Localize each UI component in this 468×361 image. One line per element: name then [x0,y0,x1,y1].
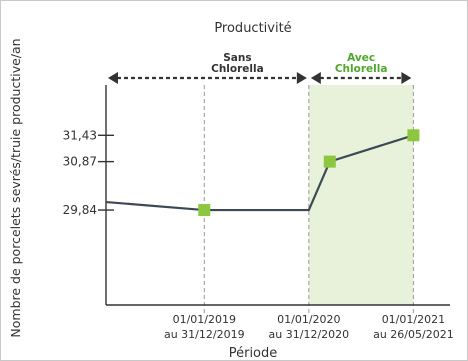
region-arrow-head-left-0 [108,72,118,84]
region-arrow-head-left-1 [311,72,321,84]
region-label-line2-1: Chlorella [335,63,388,75]
chart-title: Productivité [214,21,291,36]
data-point-0 [198,204,210,216]
region-arrow-head-right-0 [297,72,307,84]
data-point-2 [324,156,336,168]
x-axis-title: Période [229,346,278,361]
x-tick-label-line1-0: 01/01/2019 [173,313,236,326]
region-arrow-head-right-1 [401,72,411,84]
data-point-3 [407,129,419,141]
shade-layer [309,85,414,305]
x-tick-label-line1-1: 01/01/2020 [277,313,340,326]
x-tick-label-line2-2: au 26/05/2021 [373,328,454,341]
y-tick-label-0: 29,84 [63,203,97,217]
region-label-line2-0: Chlorella [211,63,264,75]
region-shade-1 [309,85,414,305]
x-tick-label-line1-2: 01/01/2021 [382,313,445,326]
x-tick-label-line2-1: au 31/12/2020 [269,328,350,341]
x-tick-label-line2-0: au 31/12/2019 [164,328,245,341]
y-tick-label-2: 31,43 [63,128,97,142]
y-axis-title: Nombre de porcelets sevrés/truie product… [8,38,23,337]
y-tick-label-1: 30,87 [63,155,97,169]
x-tick-labels: 01/01/2019 au 31/12/2019 01/01/2020 au 31/1… [164,313,454,341]
